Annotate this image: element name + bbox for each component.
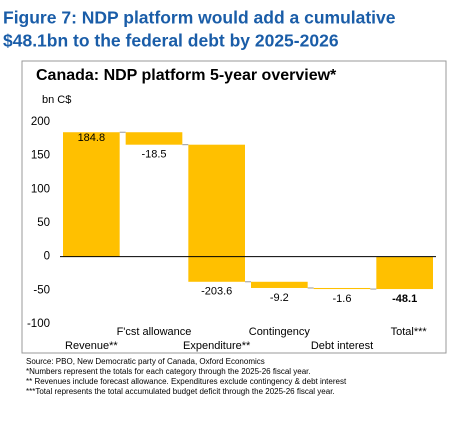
x-tick-label: Debt interest xyxy=(311,340,373,352)
bar xyxy=(125,132,183,145)
y-axis-label: bn C$ xyxy=(42,94,71,106)
chart-frame xyxy=(21,60,447,354)
bar xyxy=(376,256,433,290)
data-label: -48.1 xyxy=(392,293,417,305)
bar xyxy=(63,132,120,257)
data-label: 184.8 xyxy=(78,132,106,144)
bar xyxy=(188,144,245,282)
x-tick-label: Total*** xyxy=(391,326,428,338)
data-label: -203.6 xyxy=(201,286,232,298)
y-tick-label: 50 xyxy=(37,217,50,229)
y-tick-label: 0 xyxy=(44,251,50,263)
data-label: -9.2 xyxy=(270,292,289,304)
footnote: ** Revenues include forecast allowance. … xyxy=(26,377,347,386)
footnote: Source: PBO, New Democratic party of Can… xyxy=(26,357,265,366)
footnote: *Numbers represent the totals for each c… xyxy=(26,367,311,376)
y-tick-label: -100 xyxy=(27,318,50,330)
y-tick-label: -50 xyxy=(33,284,50,296)
footnote: ***Total represents the total accumulate… xyxy=(26,387,335,396)
x-tick-label: Expenditure** xyxy=(183,340,251,352)
y-tick-label: 100 xyxy=(31,183,50,195)
data-label: -18.5 xyxy=(141,149,166,161)
bar xyxy=(251,281,308,288)
x-tick-label: F'cst allowance xyxy=(117,326,192,338)
x-tick-label: Revenue** xyxy=(65,340,118,352)
bar xyxy=(313,287,371,290)
y-tick-label: 200 xyxy=(31,116,50,128)
chart-title: Canada: NDP platform 5-year overview* xyxy=(36,67,337,84)
y-tick-label: 150 xyxy=(31,150,50,162)
figure-title: Figure 7: NDP platform would add a cumul… xyxy=(3,8,396,28)
figure-title: $48.1bn to the federal debt by 2025-2026 xyxy=(3,31,339,51)
x-tick-label: Contingency xyxy=(249,326,311,338)
data-label: -1.6 xyxy=(333,293,352,305)
